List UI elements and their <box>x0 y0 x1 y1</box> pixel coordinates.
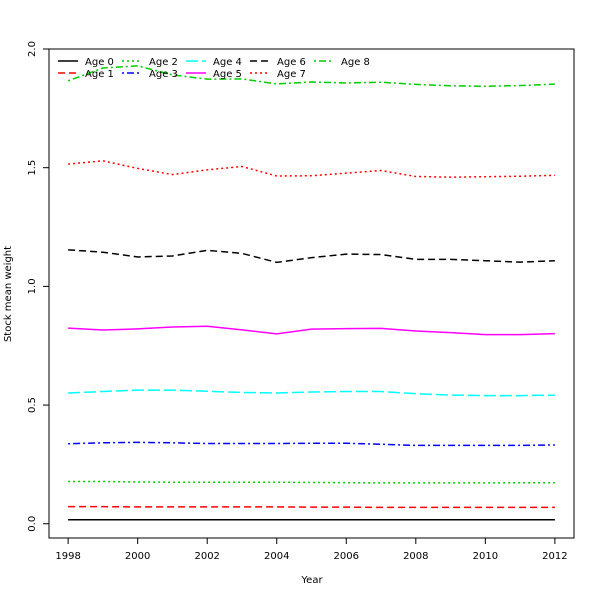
x-axis-title: Year <box>300 575 323 586</box>
series-line-age-8 <box>67 65 555 88</box>
legend-label-age-8: Age 8 <box>341 57 370 68</box>
series-line-age-7 <box>68 160 555 178</box>
series-line-age-2 <box>68 480 555 484</box>
legend-label-age-7: Age 7 <box>277 69 306 80</box>
legend-label-age-5: Age 5 <box>213 69 242 80</box>
x-tick-label: 2002 <box>194 551 219 562</box>
legend-label-age-1: Age 1 <box>85 69 114 80</box>
series-layer <box>67 65 555 521</box>
legend-label-age-3: Age 3 <box>149 69 178 80</box>
x-tick-label: 2006 <box>334 551 359 562</box>
series-line-age-5 <box>68 325 555 336</box>
legend-label-age-6: Age 6 <box>277 57 306 68</box>
x-tick-label: 2010 <box>473 551 498 562</box>
y-axis-title: Stock mean weight <box>3 246 14 342</box>
y-tick-label: 2.0 <box>27 41 38 57</box>
series-line-age-6 <box>68 249 555 264</box>
y-axis: 0.0 0.5 1.0 1.5 2.0 <box>27 41 49 532</box>
legend-label-age-4: Age 4 <box>213 57 242 68</box>
x-tick-label: 2012 <box>542 551 567 562</box>
x-tick-label: 2000 <box>125 551 150 562</box>
legend-label-age-2: Age 2 <box>149 57 178 68</box>
x-axis: 1998 2000 2002 2004 2006 2008 2010 2012 <box>55 538 568 562</box>
x-tick-label: 2004 <box>264 551 289 562</box>
series-line-age-3 <box>68 441 555 447</box>
series-line-age-4 <box>68 389 555 397</box>
plot-frame <box>48 48 575 539</box>
legend-label-age-0: Age 0 <box>85 57 114 68</box>
x-tick-label: 2008 <box>403 551 428 562</box>
x-tick-label: 1998 <box>55 551 80 562</box>
series-line-age-1 <box>68 505 555 509</box>
y-tick-label: 0.0 <box>27 516 38 532</box>
y-tick-label: 1.5 <box>27 160 38 176</box>
y-tick-label: 1.0 <box>27 278 38 294</box>
y-tick-label: 0.5 <box>27 397 38 413</box>
